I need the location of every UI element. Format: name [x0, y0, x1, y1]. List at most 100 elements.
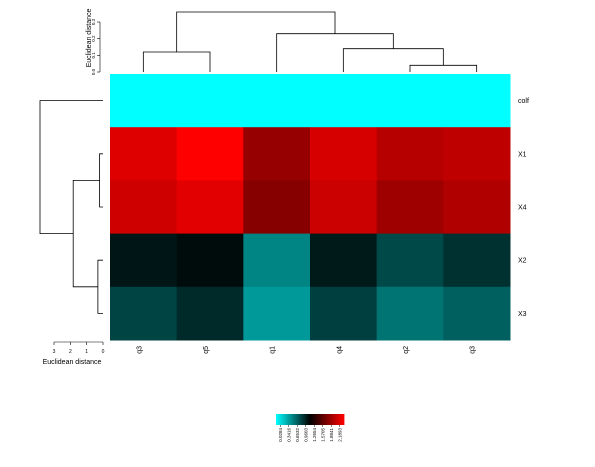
color-key-swatch — [315, 414, 318, 425]
color-key-swatch — [289, 414, 292, 425]
color-key-swatch — [287, 414, 290, 425]
color-key-swatch — [333, 414, 336, 425]
heatmap-cell — [310, 127, 378, 181]
row-labels: colf X1 X4 X2 X3 — [518, 98, 529, 318]
heatmap-cell — [376, 233, 444, 288]
color-key-swatch — [311, 414, 314, 425]
axis-title: Euclidean distance — [86, 9, 93, 68]
color-key-swatch — [303, 414, 306, 425]
axis-tick-label: 0.2 — [91, 35, 96, 42]
heatmap-cell — [110, 233, 178, 288]
color-key-label: 0.9603 — [303, 428, 308, 442]
color-key-label: 0.6532 — [295, 428, 300, 442]
color-key-swatch — [335, 414, 338, 425]
heatmap-cell — [310, 286, 378, 341]
color-key-swatch — [332, 414, 335, 425]
row-label: X4 — [518, 205, 527, 212]
axis-tick-label: 0.0 — [91, 68, 96, 75]
color-key-swatch — [306, 414, 309, 425]
heatmap-cell — [243, 127, 311, 181]
row-label: X1 — [518, 151, 527, 158]
dendrogram-branch — [176, 11, 336, 52]
color-key-label: 1.5705 — [320, 428, 325, 442]
color-key-swatch — [342, 414, 345, 425]
color-key-swatch — [301, 414, 304, 425]
column-label: q5 — [203, 346, 210, 354]
color-key-swatch — [299, 414, 302, 425]
column-label: q3 — [136, 346, 143, 354]
color-key-swatch — [294, 414, 297, 425]
color-key-swatch — [313, 414, 316, 425]
column-label: q3 — [470, 346, 477, 354]
column-labels: q3 q5 q1 q4 q2 q3 — [136, 346, 476, 354]
color-key-swatch — [298, 414, 301, 425]
color-key-label: 0.0284 — [278, 428, 283, 442]
color-key-swatch — [276, 414, 279, 425]
dendrogram-branch — [97, 259, 103, 314]
heatmap-cell — [110, 74, 178, 128]
color-key-swatch — [279, 414, 282, 425]
color-key-swatch — [320, 414, 323, 425]
heatmap-cell — [110, 127, 178, 181]
heatmap-cell — [243, 233, 311, 288]
color-key-swatch — [338, 414, 341, 425]
color-key-label: 0.3416 — [286, 428, 291, 442]
heatmap-cell — [243, 74, 311, 128]
heatmap-cell — [376, 286, 444, 341]
top-dendrogram — [142, 11, 478, 72]
color-key-swatch — [284, 414, 287, 425]
axis-tick-label: 2 — [69, 349, 72, 355]
dendrogram-branch — [409, 64, 478, 72]
axis-tick-label: 0.1 — [91, 52, 96, 59]
color-key-swatch — [316, 414, 319, 425]
axis-tick-label: 0 — [102, 349, 105, 355]
color-key-swatch — [282, 414, 285, 425]
column-label: q4 — [336, 346, 343, 354]
color-key-swatch — [318, 414, 321, 425]
color-key-swatch — [296, 414, 299, 425]
color-key-swatch — [321, 414, 324, 425]
color-key-swatch — [291, 414, 294, 425]
heatmap-cell — [443, 233, 511, 288]
color-key-label: 2.1893 — [337, 428, 342, 442]
color-key-swatch — [308, 414, 311, 425]
dendrogram-branch — [276, 33, 394, 72]
color-key-swatch — [323, 414, 326, 425]
row-label: X3 — [518, 311, 527, 318]
heatmap-cells — [110, 74, 511, 341]
color-key-swatch — [325, 414, 328, 425]
color-key-swatch — [337, 414, 340, 425]
color-key-swatch — [293, 414, 296, 425]
heatmap-cell — [443, 286, 511, 341]
heatmap-cell — [376, 74, 444, 128]
color-key-swatch — [281, 414, 284, 425]
heatmap-cell — [176, 233, 244, 288]
heatmap-cell — [310, 180, 378, 235]
column-label: q2 — [403, 346, 410, 354]
axis-tick-label: 0.3 — [91, 18, 96, 25]
dendrogram-branch — [142, 51, 211, 72]
color-key-label: 1.8841 — [329, 428, 334, 442]
axis-tick-label: 1 — [85, 349, 88, 355]
color-key-swatch — [340, 414, 343, 425]
dendrogram-branch — [72, 180, 100, 288]
heatmap-cell — [443, 127, 511, 181]
heatmap-cell — [176, 74, 244, 128]
color-key-swatch — [310, 414, 313, 425]
color-key-swatch — [328, 414, 331, 425]
color-key-swatch — [277, 414, 280, 425]
heatmap-cell — [110, 286, 178, 341]
color-key-swatch — [304, 414, 307, 425]
row-label: colf — [518, 98, 529, 105]
heatmap-cell — [310, 233, 378, 288]
color-key-swatch — [327, 414, 330, 425]
heatmap-cell — [176, 127, 244, 181]
axis-tick-label: 3 — [53, 349, 56, 355]
heatmap-cell — [110, 180, 178, 235]
axis-title: Euclidean distance — [43, 359, 102, 366]
heatmap-cell — [176, 286, 244, 341]
dendrogram-branch — [99, 153, 103, 208]
dendrogram-branch — [342, 48, 444, 72]
